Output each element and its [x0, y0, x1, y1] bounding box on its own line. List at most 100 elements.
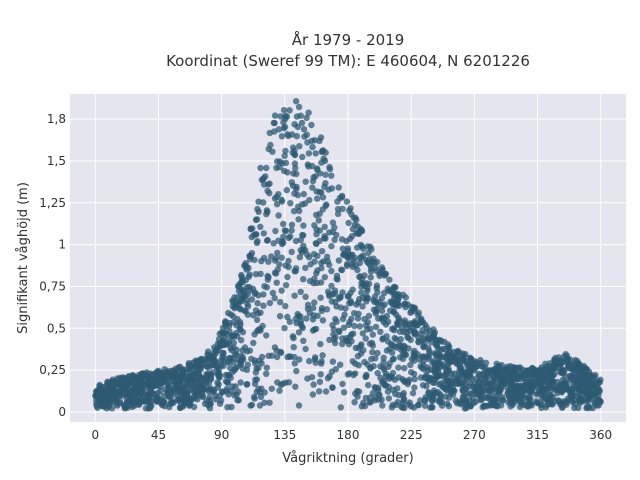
data-point [306, 309, 313, 317]
data-point [307, 261, 314, 268]
data-point [588, 391, 595, 399]
data-point [224, 359, 231, 366]
data-point [337, 304, 345, 311]
data-point [399, 355, 407, 362]
data-point [356, 295, 363, 303]
data-point [379, 402, 386, 409]
data-point [373, 285, 380, 292]
data-point [355, 388, 363, 395]
data-point [260, 230, 267, 237]
data-point [299, 153, 306, 161]
data-point [497, 373, 504, 380]
data-point [368, 265, 375, 272]
data-point [391, 300, 398, 308]
data-point [250, 339, 257, 347]
data-point [351, 399, 358, 406]
data-point [201, 400, 209, 407]
data-point [252, 369, 260, 376]
data-point [230, 313, 237, 320]
chart-title: År 1979 - 2019 [292, 30, 405, 49]
data-point [240, 289, 247, 296]
x-tick-label: 180 [337, 428, 360, 442]
data-point [332, 299, 339, 306]
data-point [358, 289, 365, 296]
data-point [269, 289, 277, 297]
data-point [253, 239, 261, 246]
data-point [190, 403, 198, 411]
x-tick-label: 135 [273, 428, 296, 442]
data-point [421, 396, 429, 403]
data-point [273, 279, 280, 286]
data-point [276, 387, 283, 394]
data-point [579, 384, 586, 392]
data-point [434, 388, 442, 396]
data-point [249, 225, 256, 232]
data-point [279, 239, 287, 247]
data-point [93, 402, 101, 410]
data-point [215, 346, 222, 354]
data-point [215, 335, 223, 343]
data-point [396, 342, 404, 350]
data-point [318, 358, 325, 365]
data-point [169, 374, 176, 381]
data-point [367, 274, 374, 281]
data-point [326, 336, 333, 344]
data-point [475, 391, 482, 399]
data-point [398, 324, 406, 331]
data-point [371, 298, 378, 305]
data-point [290, 144, 297, 151]
data-point [290, 344, 297, 351]
data-point [454, 360, 461, 367]
data-point [325, 186, 332, 193]
data-point [282, 302, 289, 310]
data-point [431, 366, 438, 373]
data-point [312, 173, 319, 180]
data-point [153, 372, 160, 379]
data-point [337, 293, 344, 300]
data-point [237, 361, 244, 368]
data-point [257, 270, 264, 278]
data-point [527, 394, 534, 402]
data-point [571, 404, 578, 411]
data-point [224, 404, 231, 411]
data-point [223, 385, 231, 392]
data-point [313, 270, 320, 277]
data-point [280, 106, 288, 114]
data-point [153, 398, 161, 405]
data-point [278, 349, 285, 356]
data-point [311, 326, 318, 333]
data-point [320, 155, 327, 162]
data-point [411, 384, 418, 391]
data-point [410, 370, 418, 378]
data-point [576, 369, 583, 376]
data-point [271, 119, 278, 127]
data-point [107, 399, 114, 406]
data-point [343, 198, 351, 205]
data-point [503, 363, 511, 370]
data-point [519, 387, 527, 394]
data-point [303, 114, 310, 122]
data-point [274, 249, 281, 257]
data-point [175, 396, 182, 404]
data-point [339, 205, 346, 213]
data-point [429, 397, 437, 404]
data-point [395, 314, 402, 321]
data-point [265, 258, 272, 265]
data-point [222, 322, 230, 330]
data-point [595, 402, 602, 409]
data-point [467, 401, 475, 409]
data-point [428, 339, 435, 346]
data-point [238, 352, 245, 360]
chart-subtitle: Koordinat (Sweref 99 TM): E 460604, N 62… [166, 52, 530, 70]
data-point [462, 350, 469, 358]
data-point [402, 294, 409, 301]
data-point [120, 386, 128, 393]
data-point [190, 388, 197, 396]
data-point [282, 282, 290, 289]
data-point [591, 380, 599, 387]
data-point [177, 404, 184, 411]
data-point [417, 374, 425, 381]
data-point [323, 306, 331, 313]
data-point [298, 323, 306, 330]
data-point [282, 262, 289, 269]
